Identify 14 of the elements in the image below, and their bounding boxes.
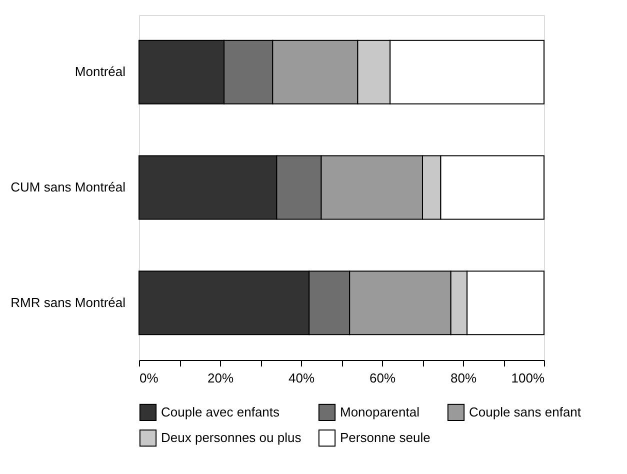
x-tick-label: 60% [369, 370, 396, 386]
y-tick-label: RMR sans Montréal [10, 294, 126, 310]
y-tick-label: Montréal [74, 64, 126, 80]
y-tick-label: CUM sans Montréal [10, 180, 126, 194]
x-tick-label: 80% [450, 370, 477, 386]
legend-label: Personne seule [340, 430, 430, 445]
x-tick-label: 100% [511, 370, 545, 386]
x-tick-label: 20% [207, 370, 234, 386]
legend-label: Monoparental [340, 404, 420, 420]
x-tick-label: 40% [288, 370, 315, 386]
legend-label: Deux personnes ou plus [161, 430, 302, 445]
legend-label: Couple sans enfant [469, 404, 582, 420]
legend-label: Couple avec enfants [161, 404, 280, 420]
x-tick-label: 0% [140, 370, 159, 386]
